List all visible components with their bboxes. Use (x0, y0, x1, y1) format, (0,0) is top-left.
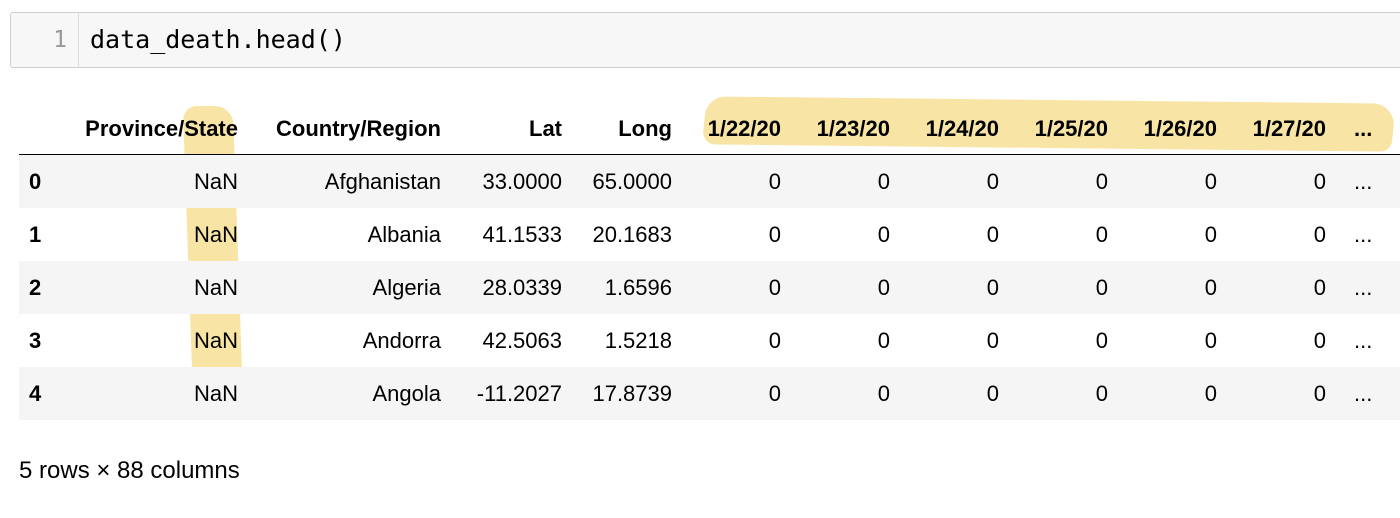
table-cell-empty (1382, 314, 1400, 367)
row-index: 3 (29, 327, 42, 353)
table-cell-ellipsis: ... (1354, 168, 1373, 194)
table-cell: 0 (877, 168, 890, 194)
table-cell: 0 (1313, 221, 1326, 247)
column-header: 1/27/20 (1227, 104, 1336, 155)
table-cell: NaN (193, 221, 238, 247)
table-cell-ellipsis: ... (1354, 221, 1373, 247)
row-index: 0 (29, 168, 42, 194)
table-cell-ellipsis: ... (1354, 327, 1373, 353)
table-cell: Andorra (362, 327, 441, 353)
table-cell: 0 (1204, 327, 1217, 353)
table-cell-ellipsis: ... (1354, 274, 1373, 300)
table-row: 3 NaN Andorra 42.5063 1.5218 0 0 0 0 0 0... (19, 314, 1400, 367)
table-cell: 0 (877, 380, 890, 406)
dataframe-shape: 5 rows × 88 columns (19, 457, 240, 484)
column-header: 1/26/20 (1118, 104, 1227, 155)
table-cell: Angola (372, 380, 441, 406)
table-cell: 0 (1313, 274, 1326, 300)
row-index: 4 (29, 380, 42, 406)
table-cell: 0 (1095, 380, 1108, 406)
table-cell: 0 (1095, 221, 1108, 247)
column-header: Lat (451, 104, 572, 155)
table-row: 0 NaN Afghanistan 33.0000 65.0000 0 0 0 0 0 0... (19, 154, 1400, 209)
column-header: Province/State (64, 104, 248, 155)
table-cell: 0 (986, 327, 999, 353)
table-cell: 33.0000 (482, 168, 562, 194)
index-header (19, 104, 64, 155)
table-row: 2 NaN Algeria 28.0339 1.6596 0 0 0 0 0 0... (19, 261, 1400, 314)
table-cell-empty (1382, 208, 1400, 261)
table-cell: 0 (986, 274, 999, 300)
dataframe-table: Province/State Country/Region Lat Long 1… (19, 104, 1400, 420)
table-cell: 0 (1204, 274, 1217, 300)
table-cell: NaN (193, 274, 238, 300)
table-row: 4 NaN Angola -11.2027 17.8739 0 0 0 0 0 0... (19, 367, 1400, 420)
column-header: 1/24/20 (900, 104, 1009, 155)
table-cell: 0 (986, 168, 999, 194)
table-cell: 0 (768, 221, 781, 247)
dataframe-output: Province/State Country/Region Lat Long 1… (19, 104, 1400, 420)
code-cell-input[interactable]: 1 data_death.head() (10, 12, 1400, 68)
column-header: 1/25/20 (1009, 104, 1118, 155)
header-row: Province/State Country/Region Lat Long 1… (19, 104, 1400, 155)
table-cell: NaN (193, 168, 238, 194)
column-header: 1/22/20 (682, 104, 791, 155)
table-cell: 0 (986, 221, 999, 247)
table-cell: -11.2027 (476, 380, 562, 406)
table-cell: Albania (367, 221, 441, 247)
table-cell: 0 (1095, 274, 1108, 300)
table-cell: NaN (193, 380, 238, 406)
table-cell: 0 (1095, 327, 1108, 353)
row-index: 2 (29, 274, 42, 300)
table-cell-empty (1382, 261, 1400, 314)
column-header: 1/23/20 (791, 104, 900, 155)
table-cell-empty (1382, 155, 1400, 209)
table-cell: 0 (877, 327, 890, 353)
column-header: 4 (1382, 104, 1400, 155)
table-cell: 0 (768, 380, 781, 406)
table-cell: 0 (768, 274, 781, 300)
table-cell: Algeria (372, 274, 441, 300)
code-text[interactable]: data_death.head() (90, 25, 346, 54)
table-row: 1 NaN Albania 41.1533 20.1683 0 0 0 0 0 0... (19, 208, 1400, 261)
table-cell: 0 (1204, 168, 1217, 194)
table-cell: 41.1533 (482, 221, 562, 247)
table-cell: 0 (877, 221, 890, 247)
column-header-ellipsis: ... (1336, 104, 1383, 155)
table-cell: 0 (1204, 380, 1217, 406)
table-cell: 1.5218 (604, 327, 672, 353)
table-cell: 1.6596 (604, 274, 672, 300)
table-cell: 0 (1313, 168, 1326, 194)
table-cell: 28.0339 (482, 274, 562, 300)
table-cell: 0 (768, 327, 781, 353)
column-header: Long (572, 104, 682, 155)
table-cell-empty (1382, 367, 1400, 420)
table-cell-ellipsis: ... (1354, 380, 1373, 406)
column-header: Country/Region (248, 104, 451, 155)
table-cell: 0 (1095, 168, 1108, 194)
table-cell: 0 (986, 380, 999, 406)
line-number: 1 (11, 13, 79, 67)
row-index: 1 (29, 221, 42, 247)
table-cell: Afghanistan (324, 168, 441, 194)
table-cell: 0 (877, 274, 890, 300)
table-cell: 0 (1313, 380, 1326, 406)
table-cell: NaN (193, 327, 238, 353)
table-cell: 42.5063 (482, 327, 562, 353)
table-cell: 65.0000 (592, 168, 672, 194)
table-cell: 0 (1204, 221, 1217, 247)
table-cell: 0 (768, 168, 781, 194)
table-cell: 17.8739 (592, 380, 672, 406)
table-cell: 20.1683 (592, 221, 672, 247)
table-cell: 0 (1313, 327, 1326, 353)
